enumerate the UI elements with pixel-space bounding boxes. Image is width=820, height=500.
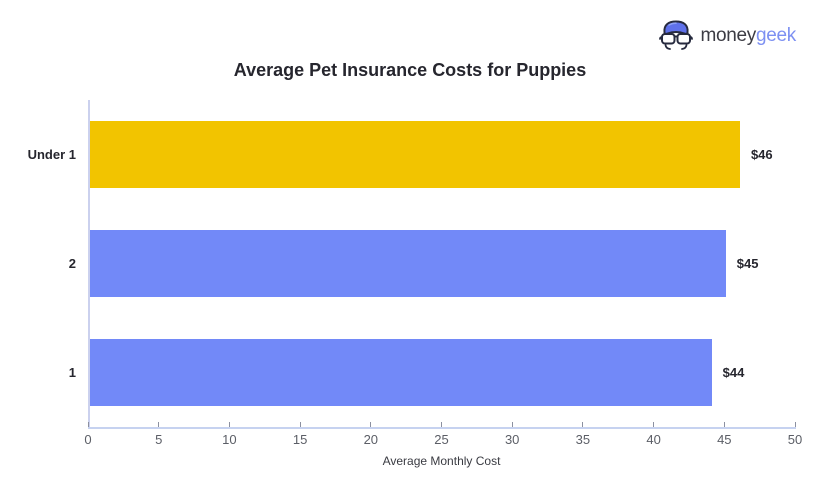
x-tick-label-20: 20 — [363, 432, 379, 447]
value-label-under-1: $46 — [750, 146, 773, 162]
x-tick-label-30: 30 — [504, 432, 520, 447]
logo-text: moneygeek — [700, 26, 796, 45]
x-tick-label-25: 25 — [434, 432, 449, 447]
x-tick-mark-50 — [794, 422, 796, 427]
y-axis-line — [88, 100, 90, 427]
x-axis-line — [88, 427, 796, 429]
x-tick-mark-5 — [158, 422, 160, 427]
x-tick-label-50: 50 — [787, 432, 803, 447]
x-tick-label-0: 0 — [84, 432, 92, 447]
x-tick-label-40: 40 — [646, 432, 661, 447]
category-label-1: 1 — [68, 364, 76, 380]
x-tick-label-5: 5 — [155, 432, 163, 447]
x-tick-mark-0 — [87, 422, 89, 427]
chart-title: Average Pet Insurance Costs for Puppies — [233, 60, 587, 80]
x-tick-mark-40 — [653, 422, 655, 427]
x-tick-mark-20 — [370, 422, 372, 427]
category-label-2: 2 — [68, 255, 76, 271]
x-tick-mark-35 — [582, 422, 584, 427]
logo-text-money: money — [700, 25, 756, 46]
moneygeek-logo[interactable]: moneygeek — [657, 20, 796, 51]
bar-under-1[interactable] — [89, 121, 740, 188]
moneygeek-face-icon — [657, 20, 695, 51]
value-label-2: $45 — [736, 255, 759, 271]
bar-1[interactable] — [89, 339, 712, 406]
x-tick-label-15: 15 — [292, 432, 308, 447]
x-axis-label: Average Monthly Cost — [382, 454, 501, 468]
bar-2[interactable] — [89, 230, 726, 297]
logo-text-geek: geek — [755, 25, 796, 46]
value-label-1: $44 — [722, 364, 745, 380]
x-tick-label-45: 45 — [717, 432, 732, 447]
x-tick-mark-10 — [228, 422, 230, 427]
x-tick-label-35: 35 — [575, 432, 591, 447]
x-tick-mark-15 — [299, 422, 301, 427]
x-tick-mark-30 — [511, 422, 513, 427]
x-tick-mark-25 — [441, 422, 442, 427]
x-tick-mark-45 — [723, 422, 725, 427]
x-tick-label-10: 10 — [222, 432, 237, 447]
category-label-under-1: Under 1 — [27, 146, 76, 162]
